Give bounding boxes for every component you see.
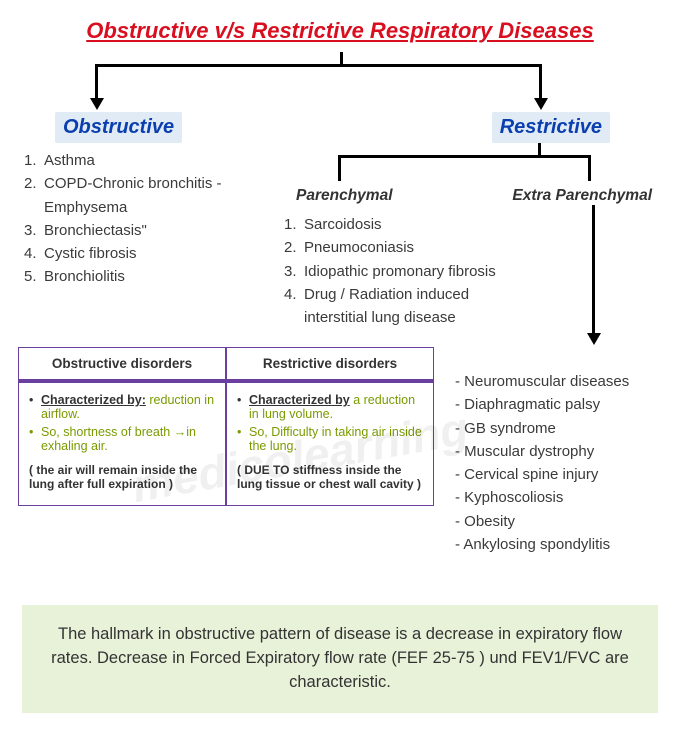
obstructive-column: 1.Asthma 2.COPD-Chronic bronchitis - Emp… (18, 143, 278, 329)
list-item: 1.Asthma (24, 149, 278, 172)
list-item: Diaphragmatic palsy (455, 393, 660, 416)
obstructive-heading: Obstructive (55, 112, 182, 143)
list-item: 3.Idiopathic promonary fibrosis (284, 260, 508, 283)
box-header: Obstructive disorders (19, 348, 225, 383)
parenchymal-list: 1.Sarcoidosis 2.Pneumoconiasis 3.Idiopat… (278, 205, 508, 329)
extra-parenchymal-heading: Extra Parenchymal (512, 187, 652, 205)
obstructive-disorder-box: Obstructive disorders • Characterized by… (18, 347, 226, 506)
list-item: Cervical spine injury (455, 463, 660, 486)
list-item: 3.Bronchiectasis" (24, 219, 278, 242)
restrictive-heading: Restrictive (492, 112, 610, 143)
restrictive-split-connector (278, 143, 662, 187)
obstructive-list: 1.Asthma 2.COPD-Chronic bronchitis - Emp… (18, 149, 278, 289)
list-item: Muscular dystrophy (455, 440, 660, 463)
box-header: Restrictive disorders (227, 348, 433, 383)
list-item: 4.Cystic fibrosis (24, 242, 278, 265)
list-item: 4.Drug / Radiation induced interstitial … (284, 283, 508, 330)
list-item: Kyphoscoliosis (455, 486, 660, 509)
page-title: Obstructive v/s Restrictive Respiratory … (0, 0, 680, 52)
branch-heading-row: Obstructive Restrictive (0, 112, 680, 143)
list-item: 2.Pneumoconiasis (284, 236, 508, 259)
hallmark-note: The hallmark in obstructive pattern of d… (22, 605, 658, 713)
list-item: Neuromuscular diseases (455, 370, 660, 393)
list-item: 5.Bronchiolitis (24, 265, 278, 288)
restrictive-disorder-box: Restrictive disorders • Characterized by… (226, 347, 434, 506)
list-item: GB syndrome (455, 417, 660, 440)
extra-parenchymal-list: Neuromuscular diseases Diaphragmatic pal… (455, 370, 660, 556)
list-item: Obesity (455, 510, 660, 533)
top-connector (0, 52, 680, 112)
parenchymal-heading: Parenchymal (296, 187, 393, 205)
list-item: Ankylosing spondylitis (455, 533, 660, 556)
restrictive-column: Parenchymal Extra Parenchymal 1.Sarcoido… (278, 143, 662, 329)
list-item: 2.COPD-Chronic bronchitis - Emphysema (24, 172, 278, 219)
list-item: 1.Sarcoidosis (284, 213, 508, 236)
extra-parenchymal-arrow (584, 187, 604, 347)
